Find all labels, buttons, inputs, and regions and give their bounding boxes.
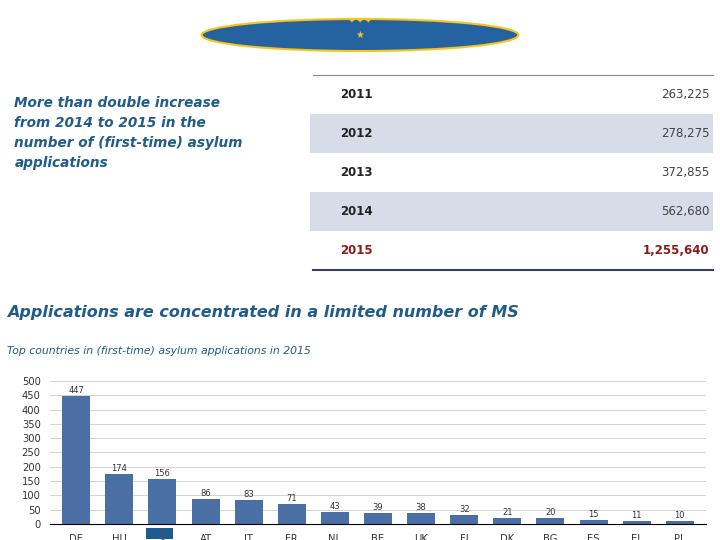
Bar <box>105 474 133 524</box>
Text: 263,225: 263,225 <box>661 88 709 101</box>
Text: 43: 43 <box>330 502 341 511</box>
Text: 2011: 2011 <box>340 88 373 101</box>
Bar <box>666 521 694 524</box>
Bar <box>493 518 521 524</box>
Text: 1,255,640: 1,255,640 <box>642 244 709 257</box>
Text: 15: 15 <box>588 510 599 518</box>
Text: 156: 156 <box>155 469 171 478</box>
Text: 11: 11 <box>631 511 642 520</box>
Text: ★: ★ <box>356 30 364 40</box>
Bar <box>623 521 651 524</box>
Bar <box>278 503 306 524</box>
Text: 21: 21 <box>502 508 513 517</box>
Text: 32: 32 <box>459 505 469 514</box>
Bar <box>364 512 392 524</box>
Text: 562,680: 562,680 <box>661 205 709 218</box>
Text: 86: 86 <box>200 489 211 498</box>
Text: 2014: 2014 <box>340 205 373 218</box>
FancyBboxPatch shape <box>310 192 713 231</box>
Bar <box>148 480 176 524</box>
Bar <box>407 513 435 524</box>
Bar <box>580 519 608 524</box>
Circle shape <box>202 19 518 51</box>
FancyBboxPatch shape <box>310 114 713 153</box>
Text: 2013: 2013 <box>340 166 373 179</box>
Bar <box>536 518 564 524</box>
Text: Top countries in (first-time) asylum applications in 2015: Top countries in (first-time) asylum app… <box>7 346 311 355</box>
Text: More than double increase
from 2014 to 2015 in the
number of (first-time) asylum: More than double increase from 2014 to 2… <box>14 96 243 170</box>
Text: 2012: 2012 <box>340 127 373 140</box>
Text: 83: 83 <box>243 490 254 500</box>
FancyBboxPatch shape <box>146 528 173 539</box>
Text: 71: 71 <box>287 494 297 503</box>
Bar <box>450 515 478 524</box>
Bar <box>62 396 90 524</box>
Bar <box>192 500 220 524</box>
Text: 174: 174 <box>112 464 127 473</box>
Text: 38: 38 <box>415 503 426 512</box>
Text: ✦ ✦ ✦: ✦ ✦ ✦ <box>349 17 371 23</box>
Text: Applications are concentrated in a limited number of MS: Applications are concentrated in a limit… <box>7 305 519 320</box>
Text: 10: 10 <box>675 511 685 520</box>
Bar <box>321 511 349 524</box>
Text: 278,275: 278,275 <box>661 127 709 140</box>
Text: 372,855: 372,855 <box>661 166 709 179</box>
Text: 20: 20 <box>545 508 556 517</box>
Bar <box>235 500 263 524</box>
Text: 447: 447 <box>68 386 84 395</box>
Text: 39: 39 <box>373 503 383 512</box>
Text: 2015: 2015 <box>340 244 373 257</box>
Text: European
Commission: European Commission <box>341 59 379 70</box>
